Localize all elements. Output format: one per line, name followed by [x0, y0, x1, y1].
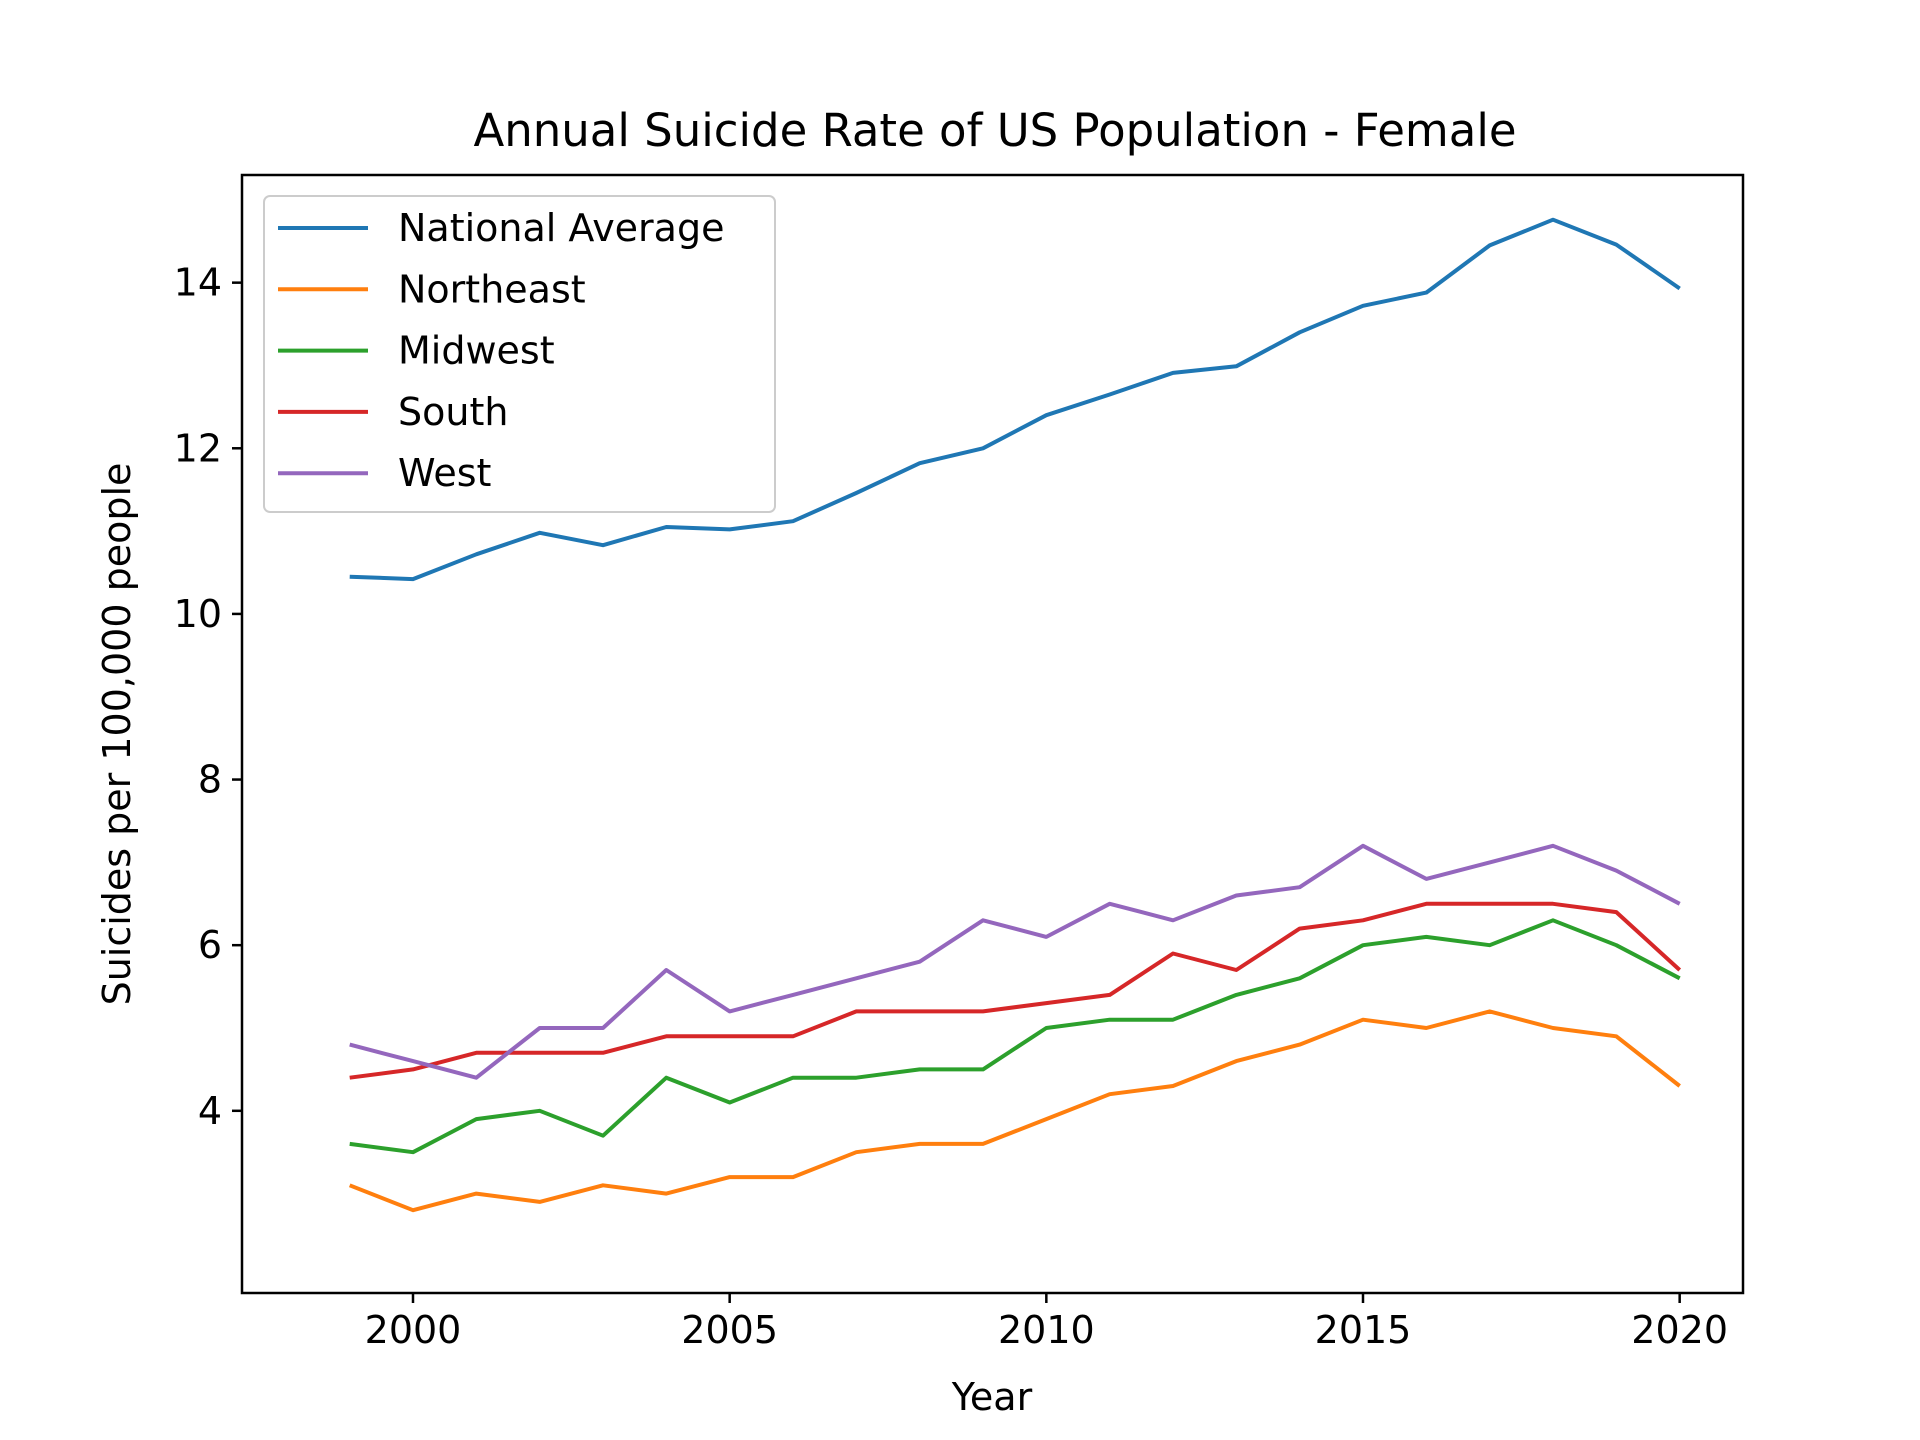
y-tick-label: 8	[198, 758, 222, 802]
y-axis: 4 6 8 10 12 14	[174, 261, 242, 1133]
legend-label-1: Northeast	[398, 267, 586, 311]
x-tick-label: 2005	[681, 1308, 778, 1352]
y-tick-label: 12	[174, 426, 222, 470]
chart-title: Annual Suicide Rate of US Population - F…	[473, 104, 1516, 157]
series-line-4	[349, 843, 1681, 1080]
legend-label-0: National Average	[398, 206, 724, 250]
axes-frame	[240, 173, 1745, 1295]
series-line-2	[349, 918, 1681, 1155]
x-axis: 2000 2005 2010 2015 2020	[365, 1293, 1728, 1352]
y-axis-label: Suicides per 100,000 people	[95, 463, 139, 1006]
series-line-1	[348, 1009, 1681, 1213]
legend-box	[263, 195, 776, 513]
x-tick-label: 2010	[998, 1308, 1095, 1352]
legend: National Average Northeast Midwest South Wes…	[263, 195, 776, 513]
x-tick-label: 2000	[365, 1308, 462, 1352]
series-line-3	[349, 901, 1682, 1080]
x-tick-label: 2015	[1315, 1308, 1412, 1352]
x-axis-label: Year	[951, 1375, 1033, 1419]
y-tick-label: 10	[174, 592, 222, 636]
legend-label-2: Midwest	[398, 329, 555, 373]
legend-label-4: West	[398, 451, 491, 495]
y-tick-label: 6	[198, 923, 222, 967]
x-tick-label: 2020	[1631, 1308, 1728, 1352]
plot-area	[348, 217, 1682, 1213]
y-tick-label: 14	[174, 261, 222, 305]
y-tick-label: 4	[198, 1089, 222, 1133]
series-line-0	[349, 217, 1681, 582]
legend-label-3: South	[398, 390, 508, 434]
